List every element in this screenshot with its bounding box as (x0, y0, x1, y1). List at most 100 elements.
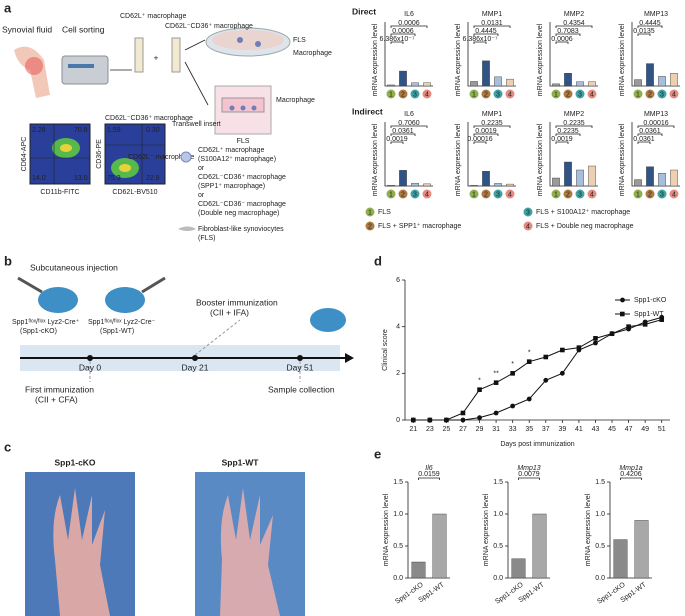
category-marker (633, 189, 643, 199)
dish-cells (212, 30, 284, 50)
x-tick-label: 3 (413, 191, 417, 198)
label: Spp1-WT (222, 457, 260, 467)
x-tick-label: 1 (472, 191, 476, 198)
bar (634, 79, 642, 87)
point (510, 371, 515, 376)
y-tick-label: 2 (396, 370, 400, 377)
x-tick-label: 39 (558, 426, 566, 433)
label: Macrophage (276, 97, 315, 104)
category-marker (422, 189, 432, 199)
bar (588, 165, 596, 187)
x-tick-label: 4 (590, 91, 594, 98)
label: Spp1ᶠˡᵒˣ/ᶠˡᵒˣ Lyz2-Cre⁻ (88, 319, 156, 326)
category-marker (563, 189, 573, 199)
x-tick-label: 4 (508, 91, 512, 98)
point (560, 347, 565, 353)
quadrant: 13.0 (74, 175, 88, 182)
label: FLS (293, 37, 306, 44)
x-tick-label: 3 (413, 91, 417, 98)
point (609, 331, 615, 336)
mouse (105, 287, 145, 313)
label: Spp1ᶠˡᵒˣ/ᶠˡᵒˣ Lyz2-Cre⁺ (12, 319, 80, 326)
y-axis-label: mRNA expression level (585, 493, 592, 566)
p-bracket (637, 125, 675, 128)
bar (670, 72, 678, 87)
point (493, 380, 499, 385)
bar (506, 78, 514, 87)
quadrant: 22.8 (146, 175, 160, 182)
panel-letter: e (374, 446, 381, 461)
bar (470, 185, 478, 187)
bar (470, 81, 478, 87)
key: or (198, 192, 205, 199)
quadrant: 0.30 (146, 127, 160, 134)
y-tick-label: 0.5 (493, 543, 503, 550)
point (493, 410, 499, 416)
point (410, 417, 416, 423)
y-tick-label: 0.0 (493, 575, 503, 582)
category-marker (587, 189, 597, 199)
p-value: 0.7060 (398, 120, 420, 127)
x-tick-label: 4 (425, 191, 429, 198)
category-marker (523, 207, 533, 217)
bar (634, 179, 642, 187)
bar (432, 513, 447, 579)
point (460, 410, 466, 416)
p-value: 0.0019 (386, 136, 408, 143)
paw (220, 488, 280, 616)
y-tick-label: 1.0 (493, 511, 503, 518)
y-tick-label: 0 (396, 417, 400, 424)
x-tick-label: 25 (443, 426, 451, 433)
series-line (413, 316, 662, 421)
series-line (413, 319, 662, 421)
axis-label: CD36-PE (96, 139, 103, 169)
mouse (310, 308, 346, 332)
leader (194, 319, 241, 356)
illustration: + Synovial fluid Cell sorting CD62L⁺ mac… (2, 13, 332, 242)
y-axis-label: mRNA expression level (537, 23, 544, 96)
x-tick-label: 4 (508, 191, 512, 198)
key: (FLS) (198, 235, 216, 242)
gate-label: CD62L⁻ macrophage (128, 154, 194, 161)
p-value: 0.4445 (639, 20, 661, 27)
key: (S100A12⁺ macrophage) (198, 156, 276, 163)
x-tick-label: 33 (509, 426, 517, 433)
y-axis-label: mRNA expression level (372, 23, 379, 96)
x-tick-label: 2 (401, 191, 405, 198)
p-bracket (473, 41, 487, 44)
x-tick-label: 1 (636, 191, 640, 198)
key: Fibroblast-like synoviocytes (198, 226, 284, 233)
category-marker (410, 89, 420, 99)
p-value: 0.0019 (551, 136, 573, 143)
x-tick-label: 4 (672, 91, 676, 98)
point (642, 322, 648, 327)
category-marker (481, 89, 491, 99)
p-bracket (418, 477, 440, 480)
category-marker (551, 89, 561, 99)
tube (134, 37, 144, 73)
label: Day 21 (182, 362, 209, 372)
x-tick-label: 1 (472, 91, 476, 98)
timepoint (192, 355, 198, 361)
point (593, 336, 598, 341)
significance: * (511, 361, 514, 368)
chart-title: IL6 (404, 111, 414, 118)
x-tick-label: 2 (484, 191, 488, 198)
row-label: Direct (352, 6, 376, 16)
x-tick-label: 29 (476, 426, 484, 433)
p-value: 0.0361 (639, 128, 661, 135)
x-tick-label: 1 (554, 191, 558, 198)
y-tick-label: 6 (396, 277, 400, 284)
p-bracket (555, 41, 569, 44)
y-axis-label: mRNA expression level (455, 123, 462, 196)
x-tick-label: 2 (566, 91, 570, 98)
y-tick-label: 0.5 (393, 543, 403, 550)
y-tick-label: 1.0 (595, 511, 605, 518)
point (526, 359, 532, 364)
x-tick-label: 2 (566, 191, 570, 198)
significance: * (478, 378, 481, 385)
key: CD62L⁻CD36⁻ macrophage (198, 201, 286, 208)
bar (387, 185, 395, 187)
y-axis-label: mRNA expression level (483, 493, 490, 566)
